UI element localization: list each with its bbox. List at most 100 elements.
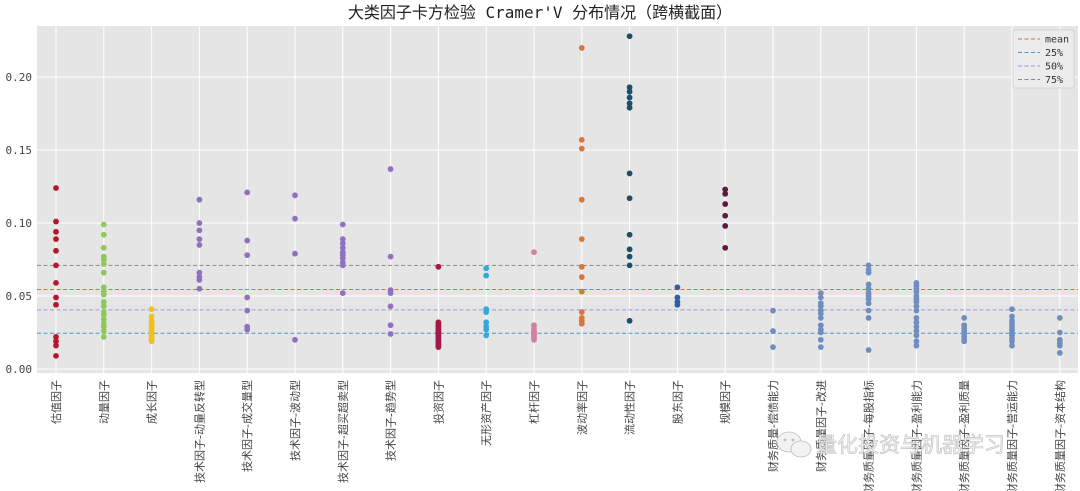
data-point (483, 319, 490, 326)
data-point (339, 221, 346, 228)
data-point (817, 336, 824, 343)
data-point (817, 290, 824, 297)
data-point (865, 269, 872, 276)
data-point (53, 294, 59, 301)
data-point (483, 309, 490, 315)
data-point (817, 315, 824, 321)
data-point (626, 231, 633, 238)
x-tick-label: 财务质量因子-盈利能力 (909, 380, 923, 491)
data-point (913, 319, 920, 326)
data-point (722, 212, 729, 219)
data-point (578, 320, 585, 327)
data-point (53, 338, 59, 345)
x-tick-label: 技术因子-波动型 (288, 380, 302, 461)
plot-area (37, 26, 1078, 373)
data-point (531, 336, 537, 343)
data-point (626, 94, 633, 101)
data-point (865, 296, 872, 302)
data-point (722, 223, 729, 229)
data-point (817, 344, 824, 351)
data-point (578, 288, 585, 295)
data-point (913, 288, 920, 295)
watermark: 量化投资与机器学习 (776, 431, 1005, 458)
data-point (53, 228, 59, 235)
x-tick-label: 技术因子-动量反转型 (192, 380, 206, 483)
data-point (483, 326, 490, 333)
x-tick-label: 波动率因子 (575, 380, 589, 435)
data-point (865, 300, 872, 307)
x-tick-label: 财务质量-偿债能力 (766, 380, 780, 472)
data-point (196, 269, 203, 276)
data-point (913, 307, 920, 314)
x-tick-label: 股东因子 (671, 380, 684, 424)
data-point (53, 185, 59, 191)
data-point (626, 104, 633, 111)
data-point (339, 290, 346, 297)
data-point (1056, 350, 1063, 356)
x-tick-label: 成长因子 (146, 380, 159, 424)
data-point (435, 344, 442, 351)
data-point (1009, 338, 1015, 345)
data-point (100, 303, 107, 310)
data-point (626, 262, 633, 269)
data-points (53, 33, 1063, 359)
data-point (100, 298, 107, 305)
data-point (387, 322, 394, 329)
data-point (196, 277, 203, 283)
data-point (100, 291, 107, 298)
data-point (626, 246, 633, 253)
data-point (865, 347, 872, 353)
data-point (292, 250, 298, 257)
x-tick-label: 杠杆因子 (527, 380, 541, 424)
data-point (626, 317, 633, 324)
watermark-text: 量化投资与机器学习 (816, 433, 1005, 457)
x-tick-label: 规模因子 (718, 380, 732, 424)
data-point (387, 303, 394, 310)
data-point (817, 303, 824, 310)
data-point (913, 328, 920, 334)
data-point (244, 326, 251, 333)
data-point (292, 215, 298, 222)
data-point (865, 307, 872, 314)
data-point (578, 309, 585, 315)
x-tick-label: 财务质量因子-营运能力 (1005, 380, 1019, 491)
y-tick-label: 0.20 (6, 71, 33, 84)
data-point (100, 231, 107, 238)
data-point (339, 244, 346, 251)
data-point (1056, 329, 1063, 336)
data-point (244, 294, 251, 301)
data-point (292, 192, 298, 199)
y-tick-label: 0.05 (6, 290, 33, 303)
data-point (196, 220, 203, 226)
data-point (1009, 306, 1015, 313)
x-tick-label: 投资因子 (431, 380, 445, 424)
data-point (387, 290, 394, 297)
data-point (913, 323, 920, 330)
data-point (244, 307, 251, 314)
data-point (913, 315, 920, 321)
x-tick-label: 技术因子-超买超卖型 (336, 380, 350, 483)
data-point (53, 301, 59, 308)
data-point (817, 294, 824, 301)
data-point (770, 328, 776, 334)
legend-label: mean (1045, 35, 1069, 46)
data-point (100, 312, 107, 318)
data-point (817, 310, 824, 317)
data-point (292, 336, 298, 343)
data-point (53, 342, 59, 349)
data-point (53, 247, 59, 254)
legend-label: 25% (1045, 48, 1063, 59)
data-point (100, 244, 107, 251)
wechat-icon (776, 431, 812, 458)
data-point (148, 338, 155, 345)
reference-lines (37, 264, 1078, 334)
x-tick-label: 估值因子 (50, 380, 63, 424)
data-point (817, 322, 824, 329)
data-point (339, 240, 346, 247)
data-point (387, 331, 394, 337)
data-point (339, 255, 346, 261)
data-point (196, 285, 203, 292)
data-point (626, 33, 633, 40)
data-point (53, 218, 59, 225)
y-axis: 0.00 0.05 0.10 0.15 0.20 (6, 71, 33, 376)
